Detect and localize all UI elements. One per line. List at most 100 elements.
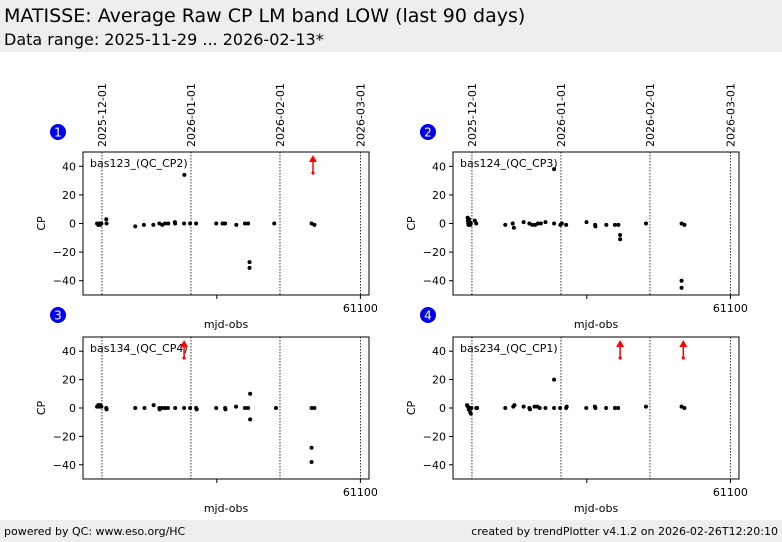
- date-marker-label: 2026-02-01: [644, 83, 657, 147]
- data-point: [521, 220, 526, 225]
- data-point: [475, 406, 480, 410]
- outlier-arrow-icon: [679, 340, 688, 360]
- outlier-arrow-head: [309, 155, 318, 162]
- panel-2: 2025-12-01 2026-01-01 2026-02-01 2026-03-01…: [405, 83, 748, 331]
- y-tick-label: 20: [432, 374, 446, 387]
- data-point: [272, 221, 277, 226]
- data-point: [552, 406, 557, 410]
- panel-number-badge: 1: [50, 124, 66, 140]
- data-point: [234, 222, 239, 227]
- outlier-arrow-icon: [180, 340, 189, 360]
- data-point: [552, 377, 557, 382]
- data-point: [537, 406, 542, 410]
- y-tick-label: −40: [53, 459, 76, 472]
- x-axis-label: mjd-obs: [574, 502, 619, 515]
- data-point: [564, 404, 569, 409]
- badge-circle: [420, 124, 436, 140]
- data-point: [612, 222, 617, 227]
- data-point: [309, 445, 314, 450]
- data-point: [246, 221, 251, 226]
- badge-number: 3: [54, 309, 62, 323]
- date-marker-label: 2026-01-01: [185, 83, 198, 147]
- y-tick-label: −20: [53, 246, 76, 259]
- data-point: [99, 221, 104, 226]
- data-point: [593, 224, 598, 229]
- data-point: [521, 404, 526, 409]
- data-point: [538, 221, 543, 226]
- data-point: [220, 221, 225, 226]
- date-marker-label: 2026-02-01: [274, 83, 287, 147]
- data-point: [234, 404, 239, 409]
- data-point: [188, 406, 193, 410]
- panel-number-badge: 3: [50, 307, 66, 323]
- data-point: [584, 220, 589, 225]
- badge-circle: [50, 307, 66, 323]
- data-point: [616, 406, 621, 410]
- series-label: bas234_(QC_CP1): [460, 342, 558, 355]
- data-point: [309, 459, 314, 464]
- outlier-arrow-head: [180, 340, 189, 347]
- data-point: [141, 222, 146, 227]
- data-point: [612, 406, 617, 410]
- data-range-subtitle: Data range: 2025-11-29 ... 2026-02-13*: [4, 30, 324, 49]
- outlier-arrow-base: [182, 356, 186, 360]
- data-point: [552, 221, 557, 226]
- data-point: [173, 221, 178, 226]
- y-tick-label: −20: [53, 430, 76, 443]
- data-point: [182, 172, 187, 177]
- data-point: [104, 217, 109, 222]
- panel-number-badge: 2: [420, 124, 436, 140]
- date-marker-label: 2026-01-01: [555, 83, 568, 147]
- data-point: [248, 417, 253, 422]
- panel-1: 2025-12-01 2026-01-01 2026-02-01 2026-03-01…: [35, 83, 378, 331]
- data-point: [543, 406, 548, 410]
- page-title: MATISSE: Average Raw CP LM band LOW (las…: [4, 5, 526, 27]
- x-tick-label: 61100: [343, 302, 378, 315]
- data-point: [247, 265, 252, 270]
- data-point: [242, 221, 247, 226]
- series-label: bas123_(QC_CP2): [90, 157, 188, 170]
- data-point: [151, 403, 156, 408]
- data-point: [679, 278, 684, 283]
- badge-number: 2: [424, 126, 432, 140]
- data-point: [247, 260, 252, 265]
- outlier-arrow-base: [681, 356, 685, 360]
- y-tick-label: −40: [423, 459, 446, 472]
- y-tick-label: −40: [423, 275, 446, 288]
- y-tick-label: 40: [432, 160, 446, 173]
- data-point: [242, 406, 247, 410]
- data-point: [682, 406, 687, 410]
- footer-created-by: created by trendPlotter v4.1.2 on 2026-0…: [471, 525, 778, 538]
- y-tick-label: −20: [423, 430, 446, 443]
- data-point: [160, 406, 165, 410]
- data-point: [604, 406, 609, 410]
- x-axis-label: mjd-obs: [204, 502, 249, 515]
- footer-powered-by: powered by QC: www.eso.org/HC: [4, 525, 186, 538]
- y-tick-label: 20: [62, 189, 76, 202]
- panel-3: −40 −20 0 20 40 61100 mjd-obs CP bas134_(QC_CP4)…: [35, 307, 378, 515]
- data-point: [468, 221, 473, 226]
- badge-number: 1: [54, 126, 62, 140]
- outlier-arrow-icon: [309, 155, 318, 175]
- y-tick-label: 40: [62, 160, 76, 173]
- data-point: [511, 225, 516, 230]
- data-point: [552, 167, 557, 172]
- y-tick-label: −40: [53, 275, 76, 288]
- x-tick-label: 61100: [713, 486, 748, 499]
- data-point: [214, 221, 219, 226]
- series-label: bas134_(QC_CP4): [90, 342, 188, 355]
- data-point: [468, 411, 473, 416]
- data-point: [616, 222, 621, 227]
- data-point: [133, 224, 138, 229]
- data-point: [558, 406, 563, 410]
- data-point: [151, 222, 156, 227]
- data-point: [618, 237, 623, 242]
- data-point: [166, 221, 171, 226]
- outlier-arrow-base: [618, 356, 622, 360]
- data-point: [584, 406, 589, 410]
- y-tick-label: 20: [432, 189, 446, 202]
- data-point: [188, 221, 193, 226]
- data-point: [246, 406, 251, 410]
- y-axis-label: CP: [405, 400, 418, 415]
- data-point: [165, 406, 170, 410]
